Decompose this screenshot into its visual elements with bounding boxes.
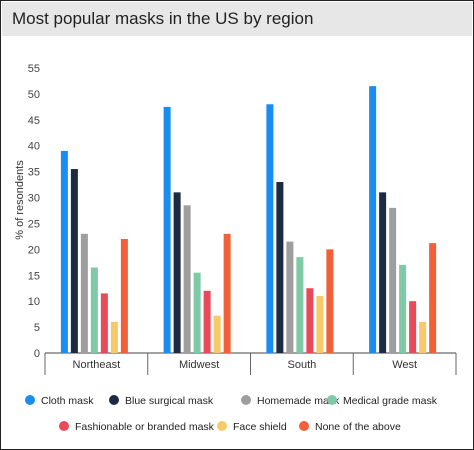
bar-blue-surgical-mask-south [276, 182, 284, 353]
legend-label: Face shield [233, 421, 287, 433]
bar-face-shield-west [419, 321, 427, 353]
bar-homemade-mask-west [389, 207, 397, 353]
y-tick-label: 40 [28, 141, 40, 153]
bar-medical-grade-mask-northeast [90, 267, 98, 353]
bar-medical-grade-mask-midwest [193, 272, 201, 353]
legend-label: None of the above [315, 421, 401, 433]
legend-item: Medical grade mask [327, 395, 438, 407]
legend-label: Fashionable or branded mask [75, 421, 215, 433]
y-tick-label: 30 [28, 193, 40, 205]
bar-cloth-mask-northeast [60, 150, 68, 353]
y-tick-label: 10 [28, 296, 40, 308]
bar-none-of-the-above-northeast [120, 239, 128, 353]
bar-blue-surgical-mask-northeast [70, 169, 78, 353]
y-tick-label: 5 [34, 322, 40, 334]
bar-face-shield-northeast [110, 321, 118, 353]
bar-homemade-mask-northeast [80, 233, 88, 353]
y-tick-label: 45 [28, 115, 40, 127]
legend-label: Cloth mask [41, 395, 94, 407]
y-tick-label: 35 [28, 167, 40, 179]
y-tick-label: 25 [28, 218, 40, 230]
bar-fashionable-or-branded-mask-south [306, 288, 314, 353]
y-tick-label: 0 [34, 348, 40, 360]
x-category-label: Midwest [179, 359, 219, 371]
bar-none-of-the-above-west [429, 243, 437, 353]
legend-item: Fashionable or branded mask [59, 421, 215, 433]
legend-swatch [59, 421, 69, 431]
bar-fashionable-or-branded-mask-northeast [100, 293, 108, 353]
legend-item: Cloth mask [25, 395, 94, 407]
bar-fashionable-or-branded-mask-west [409, 301, 417, 353]
legend-swatch [241, 395, 251, 405]
bar-blue-surgical-mask-west [379, 192, 387, 353]
y-tick-label: 20 [28, 244, 40, 256]
legend-item: Blue surgical mask [109, 395, 214, 407]
legend-swatch [299, 421, 309, 431]
bar-cloth-mask-south [266, 104, 274, 353]
legend-label: Blue surgical mask [125, 395, 214, 407]
y-tick-label: 15 [28, 270, 40, 282]
legend-item: None of the above [299, 421, 401, 433]
bar-homemade-mask-midwest [183, 205, 191, 353]
bar-fashionable-or-branded-mask-midwest [203, 290, 211, 353]
y-tick-label: 50 [28, 89, 40, 101]
legend-swatch [109, 395, 119, 405]
bar-none-of-the-above-south [326, 249, 334, 353]
legend-swatch [25, 395, 35, 405]
legend-label: Medical grade mask [343, 395, 438, 407]
x-category-label: South [288, 359, 317, 371]
chart-title: Most popular masks in the US by region [12, 9, 314, 28]
y-axis-title: % of resondents [14, 160, 26, 240]
y-tick-label: 55 [28, 63, 40, 75]
bar-medical-grade-mask-south [296, 257, 304, 353]
bar-cloth-mask-west [369, 86, 377, 354]
legend-swatch [327, 395, 337, 405]
legend-label: Homemade mask [257, 395, 340, 407]
bar-medical-grade-mask-west [399, 264, 407, 353]
title-bar: Most popular masks in the US by region [2, 2, 472, 36]
legend-item: Face shield [217, 421, 287, 433]
bar-none-of-the-above-midwest [223, 233, 231, 353]
legend-item: Homemade mask [241, 395, 340, 407]
bar-face-shield-south [316, 296, 324, 353]
bar-homemade-mask-south [286, 241, 294, 353]
bar-cloth-mask-midwest [163, 106, 171, 353]
legend-swatch [217, 421, 227, 431]
x-category-label: Northeast [73, 359, 121, 371]
bar-face-shield-midwest [213, 315, 221, 353]
x-category-label: West [392, 359, 417, 371]
bar-blue-surgical-mask-midwest [173, 192, 181, 353]
